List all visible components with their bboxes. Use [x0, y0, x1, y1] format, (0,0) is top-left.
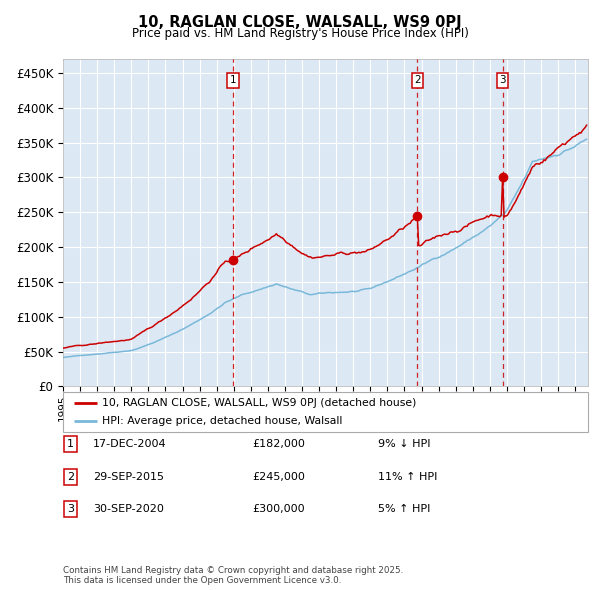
Text: £245,000: £245,000	[252, 472, 305, 481]
Text: £182,000: £182,000	[252, 440, 305, 449]
Text: 10, RAGLAN CLOSE, WALSALL, WS9 0PJ: 10, RAGLAN CLOSE, WALSALL, WS9 0PJ	[138, 15, 462, 30]
Text: 10, RAGLAN CLOSE, WALSALL, WS9 0PJ (detached house): 10, RAGLAN CLOSE, WALSALL, WS9 0PJ (deta…	[103, 398, 417, 408]
Text: 17-DEC-2004: 17-DEC-2004	[93, 440, 167, 449]
FancyBboxPatch shape	[63, 392, 588, 432]
Text: 1: 1	[230, 76, 236, 86]
Text: 30-SEP-2020: 30-SEP-2020	[93, 504, 164, 514]
Text: 5% ↑ HPI: 5% ↑ HPI	[378, 504, 430, 514]
Text: 2: 2	[414, 76, 421, 86]
Text: 3: 3	[499, 76, 506, 86]
Text: HPI: Average price, detached house, Walsall: HPI: Average price, detached house, Wals…	[103, 416, 343, 426]
Text: Contains HM Land Registry data © Crown copyright and database right 2025.
This d: Contains HM Land Registry data © Crown c…	[63, 566, 403, 585]
Text: 3: 3	[67, 504, 74, 514]
Text: 9% ↓ HPI: 9% ↓ HPI	[378, 440, 431, 449]
Text: 1: 1	[67, 440, 74, 449]
Text: Price paid vs. HM Land Registry's House Price Index (HPI): Price paid vs. HM Land Registry's House …	[131, 27, 469, 40]
Text: 29-SEP-2015: 29-SEP-2015	[93, 472, 164, 481]
Text: 11% ↑ HPI: 11% ↑ HPI	[378, 472, 437, 481]
Text: 2: 2	[67, 472, 74, 481]
Text: £300,000: £300,000	[252, 504, 305, 514]
